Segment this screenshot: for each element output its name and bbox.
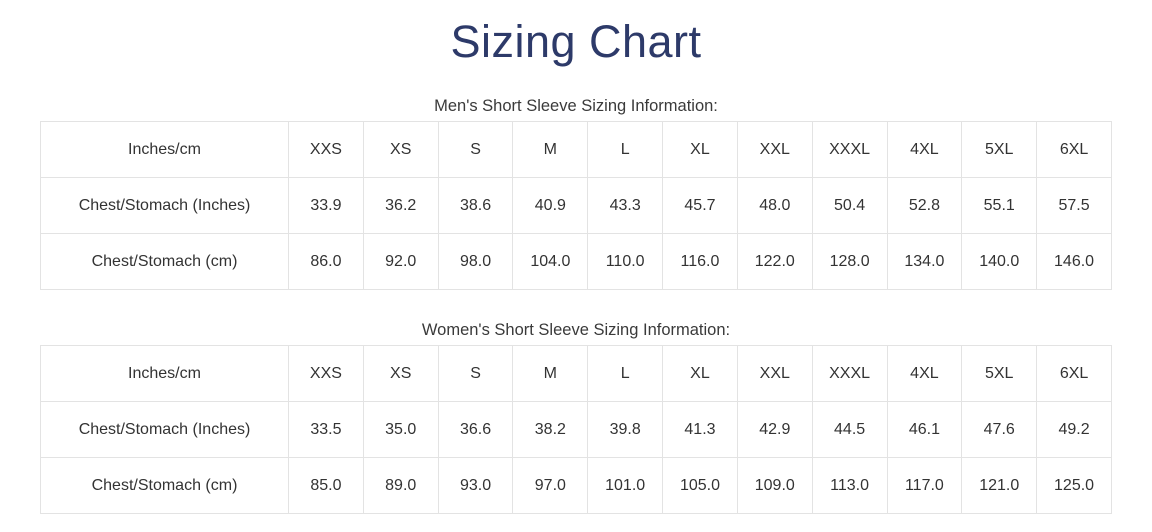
measurement-value-cell: 47.6 [961,401,1038,459]
size-header-cell: 4XL [886,121,963,179]
measurement-value-cell: 42.9 [736,401,813,459]
measurement-value-cell: 92.0 [362,233,439,291]
page-title: Sizing Chart [450,16,702,67]
measurement-value-cell: 40.9 [512,177,589,235]
size-header-cell: XXXL [811,121,888,179]
measurement-value-cell: 46.1 [886,401,963,459]
size-header-cell: 5XL [961,121,1038,179]
measurement-value-cell: 93.0 [437,457,514,515]
measurement-value-cell: 121.0 [961,457,1038,515]
table-row: Chest/Stomach (cm) 85.0 89.0 93.0 97.0 101.0 1… [40,457,1112,515]
measurement-value-cell: 50.4 [811,177,888,235]
size-header-cell: 4XL [886,345,963,403]
measurement-value-cell: 117.0 [886,457,963,515]
size-header-cell: XXXL [811,345,888,403]
measurement-value-cell: 48.0 [736,177,813,235]
sizing-sections: Men's Short Sleeve Sizing Information: In… [0,94,1152,515]
measurement-value-cell: 44.5 [811,401,888,459]
measurement-value-cell: 85.0 [288,457,364,515]
measurement-value-cell: 101.0 [587,457,664,515]
section-title: Women's Short Sleeve Sizing Information: [421,321,731,340]
table-header-row: Inches/cm XXS XS S M L XL XXL XXXL 4XL 5XL 6XL [40,345,1112,403]
sizing-chart-page: Sizing Chart Men's Short Sleeve Sizing I… [0,16,1152,515]
sizing-table: Inches/cm XXS XS S M L XL XXL XXXL 4XL 5XL 6XL Chest… [40,345,1112,515]
measurement-label-cell: Chest/Stomach (cm) [40,233,289,291]
table-row: Chest/Stomach (Inches) 33.9 36.2 38.6 40.9 43… [40,177,1112,235]
size-header-cell: XXL [736,121,813,179]
table-row: Chest/Stomach (cm) 86.0 92.0 98.0 104.0 110.0… [40,233,1112,291]
measurement-value-cell: 38.6 [437,177,514,235]
size-header-cell: S [437,121,514,179]
measurement-value-cell: 55.1 [961,177,1038,235]
size-header-cell: L [587,345,664,403]
size-header-cell: XL [662,121,738,179]
sizing-table: Inches/cm XXS XS S M L XL XXL XXXL 4XL 5XL 6XL Chest… [40,121,1112,291]
table-header-row: Inches/cm XXS XS S M L XL XXL XXXL 4XL 5XL 6XL [40,121,1112,179]
measurement-value-cell: 33.5 [288,401,364,459]
size-header-cell: L [587,121,664,179]
measurement-value-cell: 113.0 [811,457,888,515]
measurement-value-cell: 104.0 [512,233,589,291]
measurement-value-cell: 89.0 [362,457,439,515]
size-header-cell: XXS [288,121,364,179]
measurement-value-cell: 109.0 [736,457,813,515]
size-header-cell: 6XL [1036,121,1112,179]
measurement-value-cell: 105.0 [662,457,738,515]
measurement-value-cell: 116.0 [662,233,738,291]
size-header-cell: M [512,345,589,403]
size-header-cell: XS [362,345,439,403]
measurement-value-cell: 86.0 [288,233,364,291]
measurement-value-cell: 33.9 [288,177,364,235]
size-header-cell: XS [362,121,439,179]
size-header-cell: XXL [736,345,813,403]
measurement-value-cell: 110.0 [587,233,664,291]
measurement-value-cell: 125.0 [1036,457,1112,515]
measurement-value-cell: 41.3 [662,401,738,459]
measurement-value-cell: 122.0 [736,233,813,291]
measurement-value-cell: 52.8 [886,177,963,235]
size-header-cell: S [437,345,514,403]
units-header-cell: Inches/cm [40,345,289,403]
measurement-value-cell: 146.0 [1036,233,1112,291]
section-title: Men's Short Sleeve Sizing Information: [434,97,718,116]
measurement-value-cell: 39.8 [587,401,664,459]
measurement-label-cell: Chest/Stomach (Inches) [40,401,289,459]
size-header-cell: XXS [288,345,364,403]
measurement-value-cell: 97.0 [512,457,589,515]
measurement-value-cell: 43.3 [587,177,664,235]
measurement-value-cell: 38.2 [512,401,589,459]
measurement-value-cell: 98.0 [437,233,514,291]
measurement-value-cell: 45.7 [662,177,738,235]
size-header-cell: M [512,121,589,179]
size-header-cell: 5XL [961,345,1038,403]
measurement-value-cell: 134.0 [886,233,963,291]
measurement-value-cell: 140.0 [961,233,1038,291]
measurement-label-cell: Chest/Stomach (Inches) [40,177,289,235]
measurement-value-cell: 57.5 [1036,177,1112,235]
measurement-label-cell: Chest/Stomach (cm) [40,457,289,515]
measurement-value-cell: 36.2 [362,177,439,235]
size-header-cell: XL [662,345,738,403]
measurement-value-cell: 35.0 [362,401,439,459]
measurement-value-cell: 128.0 [811,233,888,291]
measurement-value-cell: 36.6 [437,401,514,459]
measurement-value-cell: 49.2 [1036,401,1112,459]
table-row: Chest/Stomach (Inches) 33.5 35.0 36.6 38.2 39… [40,401,1112,459]
units-header-cell: Inches/cm [40,121,289,179]
size-header-cell: 6XL [1036,345,1112,403]
